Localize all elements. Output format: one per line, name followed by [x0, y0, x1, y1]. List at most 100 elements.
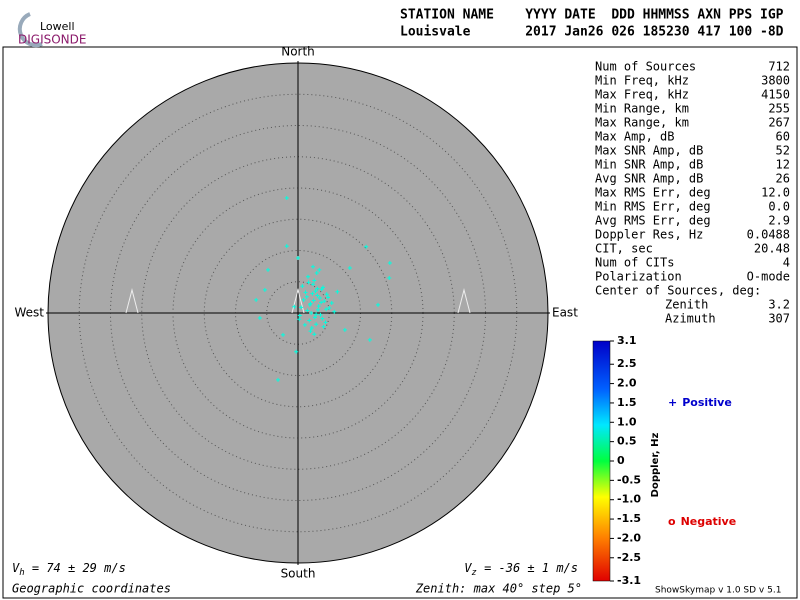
stat-label: Max Range, km	[595, 116, 689, 130]
stat-value: 267	[768, 116, 790, 130]
stat-value: 2.9	[768, 214, 790, 228]
stat-label: Avg SNR Amp, dB	[595, 172, 703, 186]
stat-value: 712	[768, 60, 790, 74]
stat-label: Min Freq, kHz	[595, 74, 689, 88]
source-point	[376, 302, 380, 307]
source-point	[292, 304, 297, 309]
source-point	[318, 312, 323, 317]
source-point	[319, 287, 324, 292]
colorbar-tick-label: -0.5	[617, 473, 641, 486]
colorbar-tick-label: 0.5	[617, 435, 637, 448]
source-point	[303, 290, 308, 295]
vh-label: Vh = 74 ± 29 m/s	[12, 561, 126, 578]
source-point	[323, 320, 328, 325]
stat-label: Max RMS Err, deg	[595, 186, 711, 200]
source-point	[308, 329, 313, 334]
source-point	[284, 244, 289, 249]
stat-value: 60	[776, 130, 790, 144]
colorbar-tick-label: -2.0	[617, 531, 641, 544]
v-text: = -36 ± 1 m/s	[477, 561, 578, 575]
stat-label: Doppler Res, Hz	[595, 228, 703, 242]
source-point	[327, 306, 332, 310]
direction-label: West	[14, 306, 44, 320]
source-point	[319, 300, 324, 305]
source-point	[321, 324, 326, 329]
source-point	[294, 349, 299, 354]
source-point	[306, 280, 311, 285]
colorbar-tick-label: 1.5	[617, 396, 637, 409]
source-point	[304, 294, 309, 299]
zenith-label: Zenith: max 40° step 5°	[415, 582, 582, 596]
source-point	[309, 311, 314, 315]
source-point	[342, 327, 347, 332]
logo-top: Lowell	[40, 20, 75, 33]
colorbar-tick-label: 3.1	[617, 334, 637, 347]
stat-label: Zenith	[665, 298, 708, 312]
stat-value: 52	[776, 144, 790, 158]
vz-label: Vz = -36 ± 1 m/s	[464, 561, 578, 578]
source-point	[312, 332, 317, 337]
source-point	[276, 377, 280, 382]
source-point	[284, 196, 289, 200]
v-symbol: V	[464, 561, 472, 575]
source-point	[297, 317, 302, 322]
colorbar-tick-label: 2.5	[617, 357, 637, 370]
source-point	[309, 326, 314, 330]
stat-label: Min SNR Amp, dB	[595, 158, 703, 172]
source-point	[387, 261, 392, 265]
legend-symbol: +	[668, 396, 677, 409]
source-point	[320, 316, 325, 321]
stat-label: Min Range, km	[595, 102, 689, 116]
stat-label: Avg RMS Err, deg	[595, 214, 711, 228]
source-point	[296, 256, 300, 260]
source-point	[316, 307, 320, 312]
colorbar-tick-label: -1.5	[617, 512, 641, 525]
stat-label: Max SNR Amp, dB	[595, 144, 703, 158]
source-point	[312, 278, 317, 283]
source-point	[387, 276, 392, 280]
source-point	[307, 302, 312, 307]
source-point	[364, 244, 369, 249]
stat-value: 307	[768, 312, 790, 326]
stat-label: Max Amp, dB	[595, 130, 674, 144]
source-point	[315, 286, 320, 291]
stat-value: 12	[776, 158, 790, 172]
stat-value: 20.48	[754, 242, 790, 256]
source-point	[310, 291, 315, 296]
stat-label: Polarization	[595, 270, 682, 284]
source-point	[322, 299, 327, 304]
center-title: Center of Sources, deg:	[595, 284, 761, 298]
source-point	[314, 271, 319, 275]
logo-swirl	[17, 12, 43, 48]
source-point	[281, 332, 285, 337]
source-point	[313, 289, 318, 294]
source-point	[324, 307, 329, 312]
stat-label: Azimuth	[665, 312, 716, 326]
source-point	[305, 308, 310, 313]
source-point	[367, 337, 372, 342]
stat-value: O-mode	[747, 270, 790, 284]
source-point	[314, 312, 319, 317]
source-point	[254, 297, 259, 302]
source-point	[324, 292, 329, 297]
direction-label: North	[281, 45, 315, 59]
v-text: = 74 ± 29 m/s	[25, 561, 126, 575]
stat-label: Num of Sources	[595, 60, 696, 74]
legend-entry: + Positive	[668, 396, 732, 409]
plot: North South East West	[14, 45, 578, 581]
source-point	[326, 295, 330, 300]
colorbar	[592, 340, 611, 582]
stat-value: 0.0	[768, 200, 790, 214]
stat-label: CIT, sec	[595, 242, 653, 256]
source-point	[301, 297, 306, 302]
direction-label: East	[552, 306, 578, 320]
source-point	[347, 266, 352, 270]
source-point	[329, 301, 334, 305]
source-point	[307, 318, 312, 323]
antenna-marker	[125, 288, 139, 314]
colorbar-tick-label: -2.5	[617, 551, 641, 564]
source-point	[297, 313, 302, 318]
side-panel: 3.1 2.5 2.0 1.5 1.0 0.5 0 -0.5 -1.0 -1.5 -2.0 -2.5 -…	[595, 60, 790, 588]
frame	[2, 46, 798, 599]
source-point	[299, 305, 304, 310]
